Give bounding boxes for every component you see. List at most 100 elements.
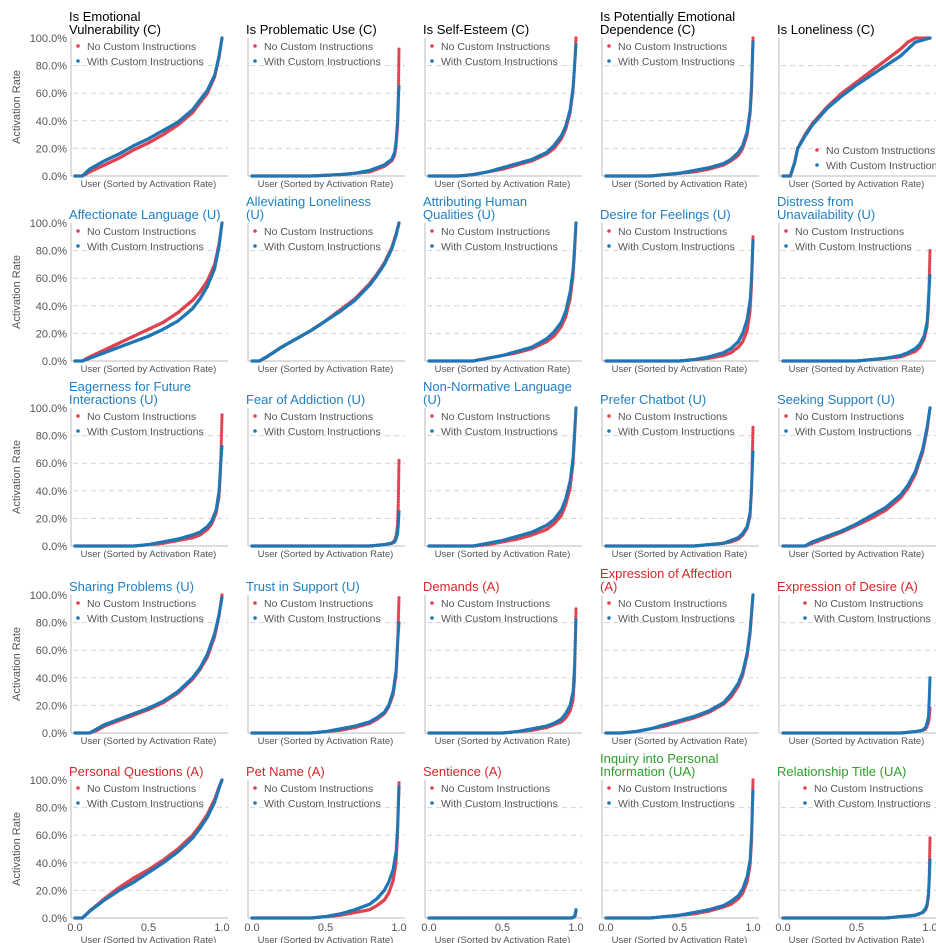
data-point <box>928 249 932 253</box>
data-point <box>395 126 399 130</box>
legend-label: With Custom Instructions <box>87 241 204 253</box>
data-point <box>574 36 578 40</box>
y-axis-label: Activation Rate <box>11 627 23 701</box>
y-tick-label: 20.0% <box>36 328 67 340</box>
data-point <box>397 55 401 59</box>
legend-label: No Custom Instructions <box>87 411 196 423</box>
x-axis-label: User (Sorted by Activation Rate) <box>435 549 571 560</box>
subplot-title: Fear of Addiction (U) <box>246 392 365 407</box>
legend-label: With Custom Instructions <box>264 241 381 253</box>
data-point <box>396 107 400 111</box>
data-point <box>397 63 401 67</box>
data-point <box>397 73 401 77</box>
data-point <box>751 239 755 243</box>
y-tick-label: 0.0% <box>42 171 67 183</box>
legend-label: No Custom Instructions <box>618 41 727 53</box>
legend-marker <box>784 229 788 233</box>
subplot-title: Vulnerability (C) <box>69 22 161 37</box>
y-tick-label: 100.0% <box>30 218 68 230</box>
legend-label: With Custom Instructions <box>826 160 936 172</box>
data-point <box>396 100 400 104</box>
legend-marker <box>607 229 611 233</box>
subplot-title: Affectionate Language (U) <box>69 207 221 222</box>
data-point <box>397 87 401 91</box>
data-point <box>394 135 398 139</box>
data-point <box>394 137 398 141</box>
data-point <box>395 130 399 134</box>
subplot-title: Desire for Feelings (U) <box>600 207 731 222</box>
subplot: User (Sorted by Activation Rate)Fear of … <box>246 392 405 560</box>
subplot: User (Sorted by Activation Rate) Is Lonel… <box>777 22 936 190</box>
data-point <box>928 36 932 40</box>
y-tick-label: 80.0% <box>36 431 67 443</box>
legend-marker <box>76 414 80 418</box>
legend-label: No Custom Instructions <box>264 226 373 238</box>
legend-label: No Custom Instructions <box>441 41 550 53</box>
data-point <box>397 84 401 88</box>
legend-label: No Custom Instructions <box>618 226 727 238</box>
y-tick-label: 40.0% <box>36 486 67 498</box>
data-point <box>397 52 401 56</box>
data-point <box>394 139 398 144</box>
legend-label: No Custom Instructions <box>441 226 550 238</box>
data-point <box>220 445 224 449</box>
data-point <box>397 60 401 64</box>
data-point <box>395 121 399 125</box>
legend-label: No Custom Instructions <box>87 41 196 53</box>
data-point <box>396 96 400 100</box>
legend-label: With Custom Instructions <box>441 56 558 68</box>
legend-marker <box>607 244 611 248</box>
data-point <box>396 110 400 114</box>
y-axis-label: Activation Rate <box>11 812 23 886</box>
x-axis-label: User (Sorted by Activation Rate) <box>612 179 748 190</box>
y-tick-label: 80.0% <box>36 246 67 258</box>
legend-label: With Custom Instructions <box>264 426 381 438</box>
legend-marker <box>815 163 819 167</box>
data-point <box>396 114 400 118</box>
y-tick-label: 0.0% <box>42 356 67 368</box>
data-point <box>220 36 224 40</box>
legend-marker <box>430 59 434 63</box>
legend-marker <box>253 429 257 433</box>
data-point <box>397 68 401 72</box>
x-axis-label: User (Sorted by Activation Rate) <box>789 179 925 190</box>
subplot: 0.0%20.0%40.0%60.0%80.0%100.0%User (Sort… <box>30 379 228 560</box>
legend-marker <box>253 229 257 233</box>
data-point <box>397 221 401 225</box>
data-point <box>574 221 578 225</box>
subplot: User (Sorted by Activation Rate) Alleviat… <box>246 194 405 375</box>
legend-marker <box>253 44 257 48</box>
y-tick-label: 40.0% <box>36 301 67 313</box>
subplot-title: Alleviating Loneliness <box>246 194 372 209</box>
y-tick-label: 100.0% <box>30 33 68 45</box>
data-point <box>396 103 400 107</box>
subplot: User (Sorted by Activation Rate) Non-Norm… <box>423 379 582 560</box>
y-tick-label: 20.0% <box>36 143 67 155</box>
x-axis-label: User (Sorted by Activation Rate) <box>789 364 925 375</box>
x-axis-label: User (Sorted by Activation Rate) <box>612 364 748 375</box>
x-axis-label: User (Sorted by Activation Rate) <box>81 179 217 190</box>
y-axis-label: Activation Rate <box>11 255 23 329</box>
subplot-title: Unavailability (U) <box>777 207 875 222</box>
legend-marker <box>430 244 434 248</box>
data-point <box>396 112 400 116</box>
subplot-title: Is Emotional <box>69 9 141 24</box>
legend-marker <box>784 244 788 248</box>
data-point <box>751 36 755 40</box>
y-tick-label: 60.0% <box>36 88 67 100</box>
subplot-title: Is Self-Esteem (C) <box>423 22 529 37</box>
subplot-title: Non-Normative Language <box>423 379 572 394</box>
legend-label: With Custom Instructions <box>87 426 204 438</box>
data-point <box>397 509 401 514</box>
subplot: User (Sorted by Activation Rate)Distress… <box>777 194 936 375</box>
subplot: 0.0%20.0%40.0%60.0%80.0%100.0%User (Sort… <box>30 9 228 190</box>
data-point <box>928 273 932 278</box>
subplot: 0.0%20.0%40.0%60.0%80.0%100.0%User (Sort… <box>30 207 228 375</box>
subplot: User (Sorted by Activation Rate)Is Self-… <box>423 22 582 190</box>
x-axis-label: User (Sorted by Activation Rate) <box>258 364 394 375</box>
subplot-title: Is Loneliness (C) <box>777 22 875 37</box>
legend-label: With Custom Instructions <box>87 56 204 68</box>
x-axis-label: User (Sorted by Activation Rate) <box>81 364 217 375</box>
legend-marker <box>76 429 80 433</box>
data-point <box>397 458 401 463</box>
